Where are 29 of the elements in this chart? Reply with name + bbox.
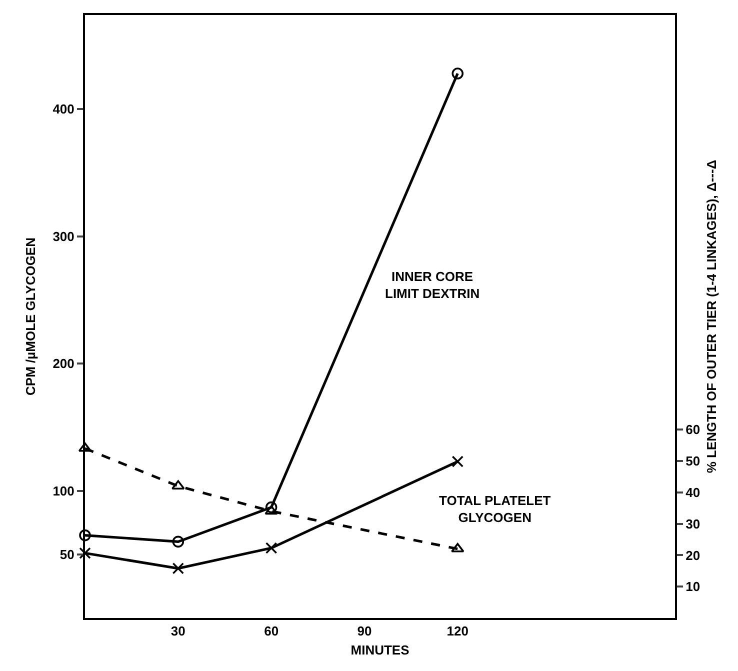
- y-tick-label: 300: [52, 228, 74, 244]
- point: [264, 505, 278, 515]
- x-tick-label: 120: [446, 624, 468, 639]
- series-label: INNER CORE LIMIT DEXTRIN: [385, 269, 480, 301]
- y2-tick-label: 10: [686, 579, 700, 594]
- point: [79, 529, 91, 542]
- y-axis-title: CPM /µMOLE GLYCOGEN: [23, 238, 38, 396]
- x-tick-label: 30: [170, 624, 186, 639]
- point: [172, 562, 184, 574]
- y2-tick-label: 20: [686, 548, 700, 563]
- point: [172, 536, 184, 548]
- y2-tick-label: 40: [686, 484, 700, 500]
- x-tick-label: 90: [357, 624, 372, 639]
- y2-tick-label: 60: [686, 422, 700, 438]
- x-axis-title: MINUTES: [350, 642, 410, 658]
- y2-tick-label: 50: [686, 454, 700, 469]
- y2-tick-label: 30: [686, 516, 700, 532]
- point: [79, 547, 91, 560]
- point: [265, 542, 278, 554]
- y-tick-label: 400: [52, 102, 74, 117]
- y-tick-label: 100: [52, 483, 74, 498]
- point: [265, 501, 278, 514]
- point: [452, 456, 464, 468]
- point: [452, 68, 464, 80]
- y-tick-label: 50: [60, 546, 74, 562]
- y-tick-label: 200: [52, 356, 74, 372]
- x-tick-label: 60: [264, 624, 279, 639]
- y2-axis-title: % LENGTH OF OUTER TIER (1-4 LINKAGES), Δ---Δ: [704, 160, 720, 474]
- series-label: TOTAL PLATELET GLYCOGEN: [439, 493, 551, 525]
